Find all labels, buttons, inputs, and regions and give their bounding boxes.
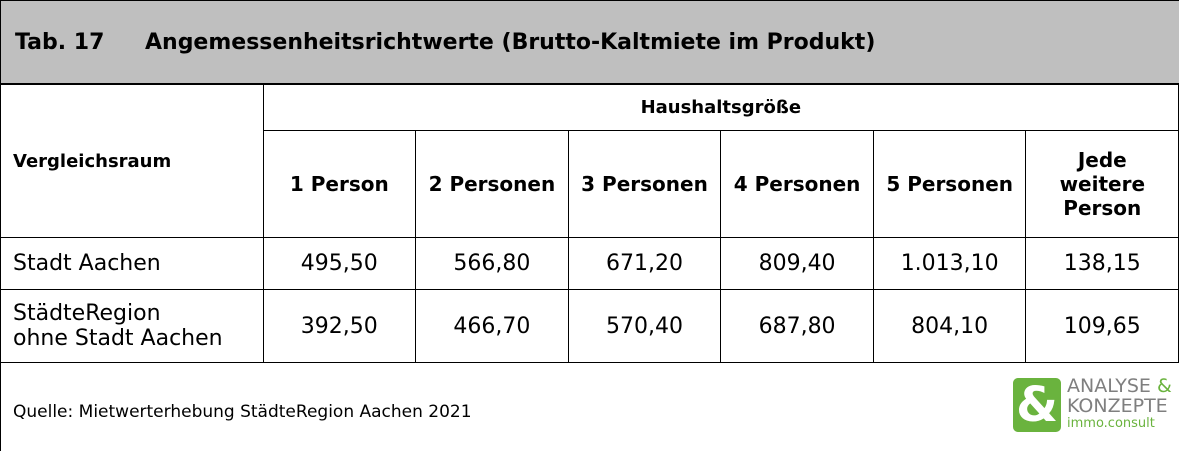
logo-subtext: immo.consult — [1067, 416, 1155, 431]
table-label: Tab. 17 — [15, 29, 105, 55]
data-row: StädteRegion ohne Stadt Aachen 392,50 466,… — [1, 289, 1179, 363]
column-header: 2 Personen — [415, 130, 569, 238]
logo-amp: & — [1157, 375, 1172, 397]
cell: 466,70 — [415, 289, 569, 363]
column-header: 5 Personen — [872, 130, 1027, 238]
cell: 687,80 — [720, 289, 874, 363]
cell: 1.013,10 — [872, 237, 1027, 290]
logo-text: KONZEPTE — [1067, 395, 1168, 417]
logo: ANALYSE & KONZEPTE immo.consult — [1067, 376, 1172, 432]
cell: 109,65 — [1025, 289, 1179, 363]
cell: 138,15 — [1025, 237, 1179, 290]
data-row: Stadt Aachen 495,50 566,80 671,20 809,40 1.01… — [1, 237, 1179, 290]
logo-icon: & — [1013, 378, 1061, 432]
table-title: Angemessenheitsrichtwerte (Brutto-Kaltmi… — [145, 29, 876, 55]
cell: 392,50 — [262, 289, 417, 363]
source: Quelle: Mietwerterhebung StädteRegion Aa… — [13, 402, 472, 422]
table: Vergleichsraum Haushaltsgröße 1 Person 2 … — [1, 84, 1179, 363]
column-header: 4 Personen — [720, 130, 874, 238]
cell: 671,20 — [567, 237, 722, 290]
table-header: Tab. 17 Angemessenheitsrichtwerte (Brutt… — [1, 0, 1179, 84]
group-header: Haushaltsgröße — [262, 84, 1179, 131]
footer: Quelle: Mietwerterhebung StädteRegion Aa… — [1, 362, 1179, 451]
header-row: 1 Person 2 Personen 3 Personen 4 Personen 5 … — [1, 130, 1179, 238]
header-row: Vergleichsraum Haushaltsgröße — [1, 84, 1179, 238]
column-header: 3 Personen — [567, 130, 722, 238]
cell: 570,40 — [567, 289, 722, 363]
cell: 566,80 — [415, 237, 569, 290]
row-label: Stadt Aachen — [1, 237, 264, 290]
cell: 809,40 — [720, 237, 874, 290]
row-label: StädteRegion ohne Stadt Aachen — [1, 289, 264, 363]
logo-text: ANALYSE — [1067, 375, 1151, 397]
cell: 495,50 — [262, 237, 417, 290]
cell: 804,10 — [872, 289, 1027, 363]
row-header: Vergleichsraum — [1, 84, 264, 238]
column-header: 1 Person — [262, 130, 417, 238]
column-header: Jede weitere Person — [1025, 130, 1179, 238]
